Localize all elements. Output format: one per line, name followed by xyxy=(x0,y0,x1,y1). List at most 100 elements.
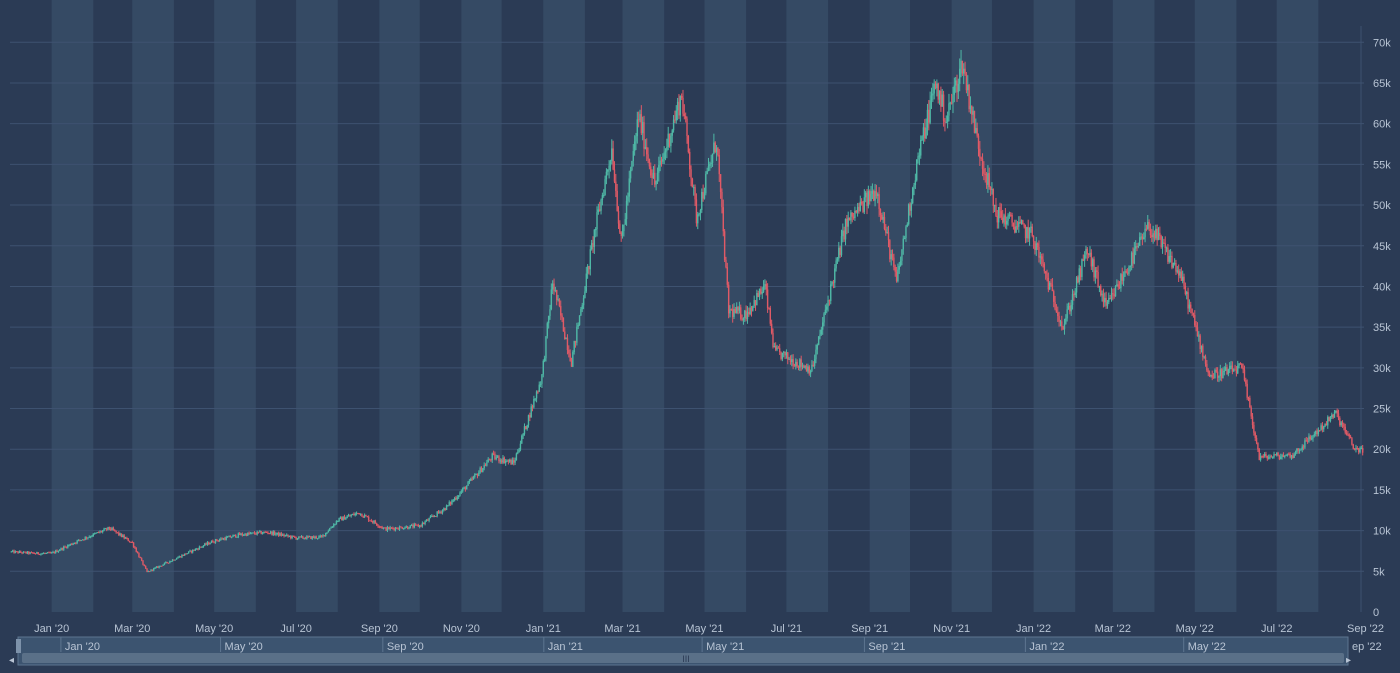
candle-body xyxy=(367,516,370,521)
candle xyxy=(752,305,754,312)
candle-body xyxy=(1242,367,1244,370)
candle-body xyxy=(1053,291,1055,302)
candle-body xyxy=(881,214,883,220)
candle xyxy=(726,262,729,288)
candle xyxy=(351,513,354,516)
candle-body xyxy=(123,535,125,539)
candle-body xyxy=(672,119,675,131)
candle-body xyxy=(373,520,375,523)
candle xyxy=(553,278,555,295)
candle xyxy=(49,551,51,554)
navigator-scrollbar[interactable] xyxy=(22,653,1344,663)
candle xyxy=(498,454,500,464)
scroll-right-arrow-icon[interactable]: ▸ xyxy=(1346,655,1351,666)
candle-body xyxy=(521,435,523,444)
candle xyxy=(878,187,880,217)
candle-body xyxy=(130,541,132,543)
candle xyxy=(398,525,401,531)
candle-body xyxy=(161,565,163,567)
candle xyxy=(1000,203,1003,221)
candle-body xyxy=(22,551,25,554)
candle xyxy=(291,535,293,540)
candle xyxy=(1285,454,1287,457)
candle xyxy=(898,262,900,274)
candle-body xyxy=(358,513,360,515)
candle-body xyxy=(971,105,973,115)
candle xyxy=(1145,224,1148,232)
scrollbar-grip-icon[interactable]: III xyxy=(682,654,690,664)
candle xyxy=(114,529,116,532)
candle-body xyxy=(79,539,81,541)
candle-body xyxy=(150,569,152,572)
candle xyxy=(16,550,18,553)
candle xyxy=(996,209,999,229)
candle-body xyxy=(189,550,191,552)
candle xyxy=(119,532,121,537)
candle xyxy=(941,89,943,107)
candle xyxy=(928,100,930,131)
candle-body xyxy=(589,249,591,270)
candle xyxy=(1061,315,1063,331)
candle-body xyxy=(245,533,248,536)
candle xyxy=(21,552,23,555)
scroll-left-arrow-icon[interactable]: ◂ xyxy=(9,655,14,666)
candle xyxy=(838,241,840,262)
candle xyxy=(1313,431,1316,438)
candle-body xyxy=(797,366,800,368)
candle xyxy=(1124,265,1126,277)
candle xyxy=(710,154,712,169)
candle-body xyxy=(1267,457,1270,459)
candle xyxy=(635,132,637,151)
candle-body xyxy=(650,166,652,176)
candle xyxy=(1277,451,1279,457)
candle xyxy=(495,454,497,461)
candle-body xyxy=(249,533,252,535)
candle-body xyxy=(573,340,575,353)
candle xyxy=(946,111,949,129)
candle-body xyxy=(338,517,340,521)
candle-body xyxy=(983,168,985,174)
candle xyxy=(267,531,269,535)
candle xyxy=(81,539,84,541)
candle xyxy=(171,559,174,562)
candle xyxy=(1247,396,1250,402)
navigator-tick-label: Sep '20 xyxy=(387,641,424,653)
candle-body xyxy=(1251,416,1254,426)
candle xyxy=(149,571,151,573)
candle xyxy=(509,458,511,463)
candle-body xyxy=(609,161,612,166)
candle xyxy=(519,440,522,452)
candle xyxy=(765,280,767,296)
candle xyxy=(253,531,256,535)
candle xyxy=(654,164,656,188)
candle-body xyxy=(17,551,19,554)
candle-body xyxy=(143,564,146,566)
candle-body xyxy=(695,199,698,224)
navigator-left-handle[interactable] xyxy=(16,639,21,653)
candle-body xyxy=(1208,372,1211,377)
candle-body xyxy=(1254,432,1256,439)
candle-body xyxy=(431,515,433,517)
candle-body xyxy=(306,536,308,539)
candle xyxy=(988,167,990,190)
candle-body xyxy=(1357,448,1360,453)
candle xyxy=(384,527,386,529)
candle-body xyxy=(1199,335,1201,349)
candle-body xyxy=(608,165,610,170)
candle xyxy=(124,536,127,539)
candle-body xyxy=(392,527,394,529)
candle xyxy=(208,541,210,546)
candle-body xyxy=(1148,222,1150,229)
candle-body xyxy=(377,525,379,527)
candle-body xyxy=(721,191,723,208)
candle xyxy=(560,300,562,321)
candle xyxy=(331,525,334,528)
candle-body xyxy=(693,187,695,189)
candle-body xyxy=(470,478,472,481)
candle xyxy=(84,536,86,541)
candle-body xyxy=(226,536,229,538)
candle-body xyxy=(995,205,997,216)
candle-body xyxy=(772,332,774,347)
candle-body xyxy=(1195,325,1197,328)
